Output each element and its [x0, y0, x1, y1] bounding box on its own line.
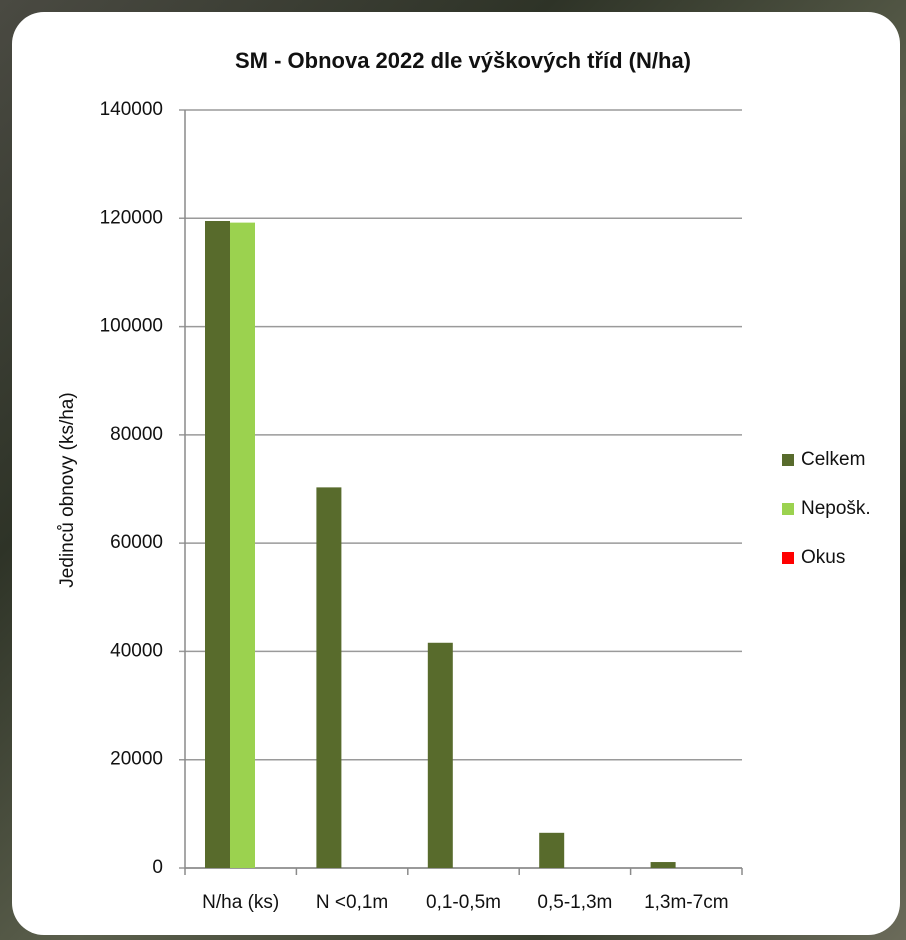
panel — [12, 12, 900, 935]
chart-title: SM - Obnova 2022 dle výškových tříd (N/h… — [235, 48, 691, 73]
legend-swatch — [782, 552, 794, 564]
y-tick-label: 40000 — [110, 640, 163, 661]
x-tick-label: 0,5-1,3m — [537, 892, 612, 913]
legend-swatch — [782, 503, 794, 515]
y-tick-label: 100000 — [100, 316, 163, 337]
bar — [539, 832, 565, 868]
y-tick-label: 80000 — [110, 424, 163, 445]
x-tick-label: N <0,1m — [316, 892, 388, 913]
legend-swatch — [782, 454, 794, 466]
x-tick-label: 1,3m-7cm — [644, 892, 728, 913]
legend-label: Celkem — [801, 449, 865, 470]
y-tick-label: 0 — [152, 857, 163, 878]
bar — [316, 487, 342, 868]
x-tick-label: 0,1-0,5m — [426, 892, 501, 913]
y-axis-label: Jedinců obnovy (ks/ha) — [57, 392, 78, 587]
y-tick-label: 60000 — [110, 532, 163, 553]
bar — [427, 642, 453, 868]
x-tick-label: N/ha (ks) — [202, 892, 279, 913]
bar — [230, 222, 255, 869]
legend-label: Okus — [801, 547, 845, 568]
bar — [205, 220, 230, 868]
bar — [650, 862, 676, 868]
y-tick-label: 20000 — [110, 749, 163, 770]
y-tick-label: 140000 — [100, 99, 163, 120]
legend-label: Nepošk. — [801, 498, 871, 519]
y-tick-label: 120000 — [100, 207, 163, 228]
